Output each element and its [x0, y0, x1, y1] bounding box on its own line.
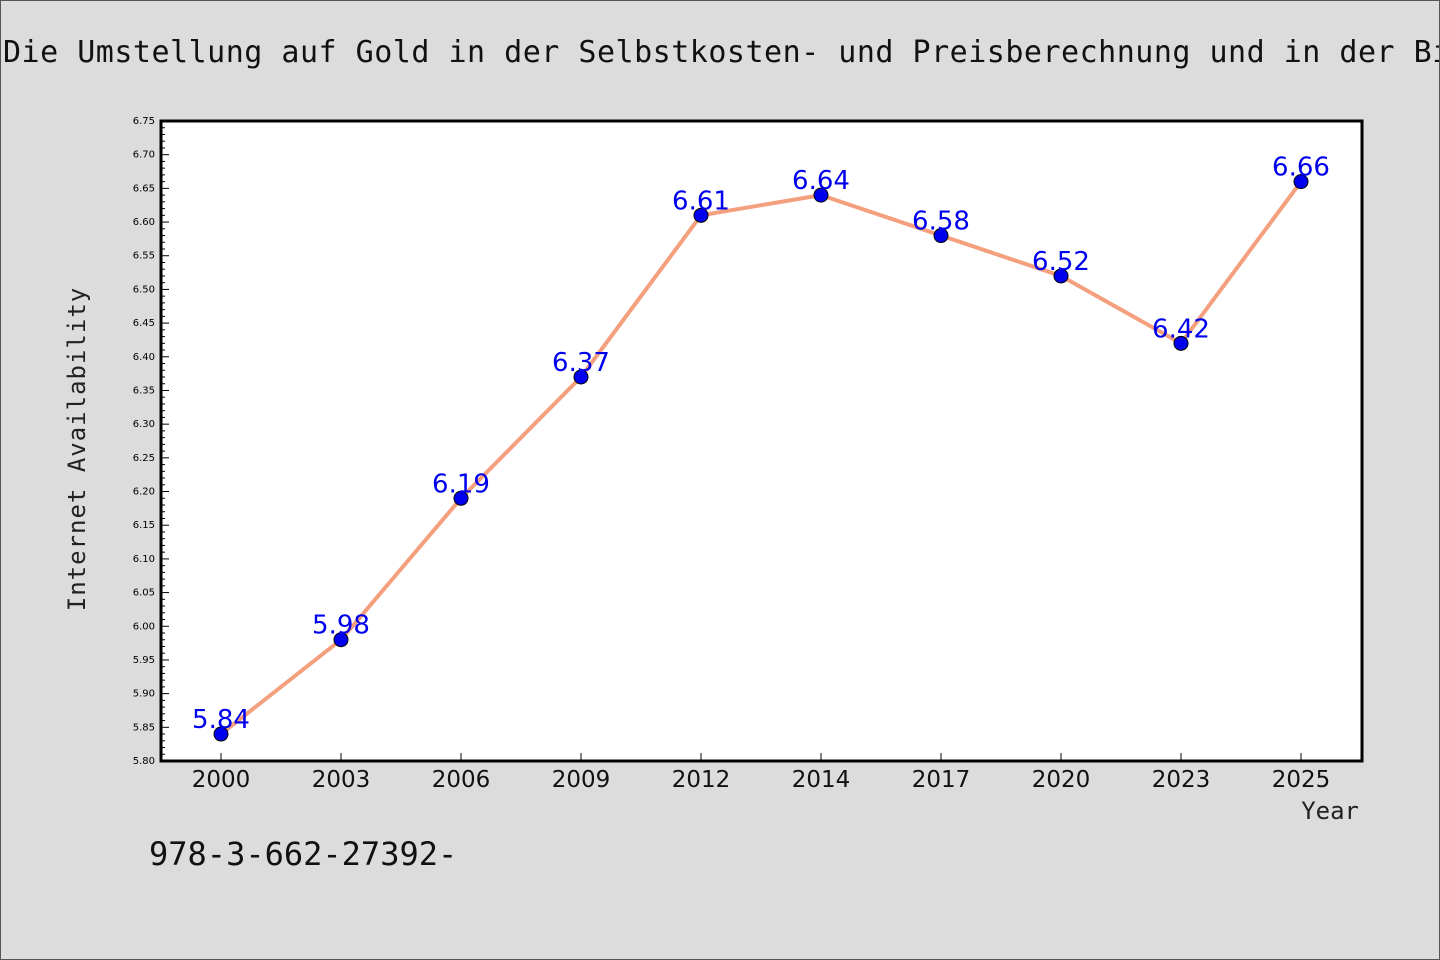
y-tick-label: 6.55 [133, 251, 155, 262]
y-tick-label: 6.75 [133, 116, 155, 127]
data-point [453, 490, 469, 506]
y-tick-label: 6.15 [133, 520, 155, 531]
y-tick-label: 6.65 [133, 183, 155, 194]
data-point [933, 228, 949, 244]
y-tick-label: 6.25 [133, 453, 155, 464]
y-tick-label: 5.95 [133, 655, 155, 666]
y-tick-label: 6.60 [133, 217, 155, 228]
data-point [813, 187, 829, 203]
x-tick-label: 2025 [1272, 767, 1331, 793]
data-point [693, 207, 709, 223]
x-tick-label: 2017 [912, 767, 971, 793]
plot-area [159, 119, 1364, 763]
chart-title: Die Umstellung auf Gold in der Selbstkos… [3, 35, 1440, 70]
x-tick-label: 2023 [1152, 767, 1211, 793]
data-label: 6.64 [792, 166, 850, 196]
data-label: 6.66 [1272, 153, 1330, 183]
isbn-footnote: 978-3-662-27392- [149, 835, 458, 873]
data-point [1053, 268, 1069, 284]
x-tick-label: 2012 [672, 767, 731, 793]
y-tick-label: 6.10 [133, 554, 155, 565]
y-tick-label: 6.30 [133, 419, 155, 430]
y-tick-label: 6.50 [133, 284, 155, 295]
x-tick-label: 2009 [552, 767, 611, 793]
data-label: 6.37 [552, 348, 610, 378]
data-point [1293, 174, 1309, 190]
x-axis-label: Year [1301, 797, 1359, 825]
y-axis-label: Internet Availability [63, 286, 91, 612]
y-tick-label: 6.45 [133, 318, 155, 329]
data-label: 6.42 [1152, 314, 1210, 344]
y-tick-label: 6.20 [133, 487, 155, 498]
data-point [1173, 335, 1189, 351]
data-label: 6.58 [912, 207, 970, 237]
data-point [573, 369, 589, 385]
y-tick-label: 6.40 [133, 352, 155, 363]
data-label: 6.19 [432, 469, 490, 499]
x-tick-label: 2014 [792, 767, 851, 793]
x-tick-label: 2020 [1032, 767, 1091, 793]
y-tick-label: 6.00 [133, 621, 155, 632]
y-tick-label: 6.70 [133, 150, 155, 161]
y-tick-label: 5.80 [133, 756, 155, 767]
y-tick-label: 5.85 [133, 722, 155, 733]
data-label: 5.98 [312, 611, 370, 641]
x-tick-label: 2003 [312, 767, 371, 793]
x-tick-label: 2000 [192, 767, 251, 793]
data-point [213, 726, 229, 742]
data-point [333, 632, 349, 648]
data-label: 5.84 [192, 705, 250, 735]
data-label: 6.61 [672, 186, 730, 216]
series-line [219, 180, 1303, 736]
y-tick-label: 6.05 [133, 588, 155, 599]
x-tick-label: 2006 [432, 767, 491, 793]
y-tick-label: 6.35 [133, 385, 155, 396]
data-label: 6.52 [1032, 247, 1090, 277]
y-tick-label: 5.90 [133, 689, 155, 700]
